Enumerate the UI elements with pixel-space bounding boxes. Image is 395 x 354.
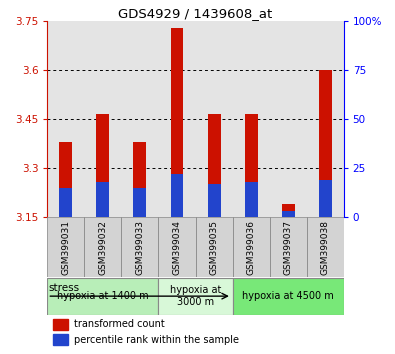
Bar xyxy=(233,217,269,277)
Bar xyxy=(282,204,295,217)
Bar xyxy=(245,114,258,217)
Bar xyxy=(171,28,184,217)
Text: GSM399035: GSM399035 xyxy=(209,219,218,275)
Bar xyxy=(158,278,233,315)
Bar xyxy=(47,21,85,217)
Text: GSM399033: GSM399033 xyxy=(135,219,145,275)
Bar xyxy=(196,217,233,277)
Bar xyxy=(269,217,307,277)
Bar xyxy=(207,184,220,217)
Bar xyxy=(245,182,258,217)
Bar xyxy=(171,174,184,217)
Bar xyxy=(96,114,109,217)
Text: GSM399038: GSM399038 xyxy=(321,219,330,275)
Bar xyxy=(96,182,109,217)
Bar xyxy=(47,217,85,277)
Text: hypoxia at 4500 m: hypoxia at 4500 m xyxy=(242,291,334,301)
Bar xyxy=(207,114,220,217)
Text: GSM399037: GSM399037 xyxy=(284,219,293,275)
Bar xyxy=(158,217,196,277)
Bar xyxy=(134,142,147,217)
Text: GSM399036: GSM399036 xyxy=(246,219,256,275)
Bar xyxy=(47,278,158,315)
Text: hypoxia at
3000 m: hypoxia at 3000 m xyxy=(170,285,221,307)
Text: GSM399031: GSM399031 xyxy=(61,219,70,275)
Bar xyxy=(282,211,295,217)
Bar xyxy=(269,21,307,217)
Bar xyxy=(85,217,122,277)
Bar xyxy=(233,278,344,315)
Bar xyxy=(319,180,332,217)
Text: GSM399032: GSM399032 xyxy=(98,220,107,275)
Bar xyxy=(196,21,233,217)
Bar xyxy=(53,319,68,330)
Bar xyxy=(122,21,158,217)
Bar xyxy=(307,217,344,277)
Text: GSM399034: GSM399034 xyxy=(173,220,182,275)
Text: percentile rank within the sample: percentile rank within the sample xyxy=(74,335,239,345)
Bar xyxy=(134,188,147,217)
Title: GDS4929 / 1439608_at: GDS4929 / 1439608_at xyxy=(118,7,273,20)
Bar xyxy=(53,334,68,346)
Bar xyxy=(158,21,196,217)
Bar xyxy=(122,217,158,277)
Bar xyxy=(59,142,72,217)
Bar xyxy=(319,70,332,217)
Text: transformed count: transformed count xyxy=(74,319,165,329)
Bar xyxy=(59,188,72,217)
Bar xyxy=(307,21,344,217)
Bar xyxy=(233,21,269,217)
Text: stress: stress xyxy=(48,282,79,293)
Bar xyxy=(85,21,122,217)
Text: hypoxia at 1400 m: hypoxia at 1400 m xyxy=(57,291,149,301)
